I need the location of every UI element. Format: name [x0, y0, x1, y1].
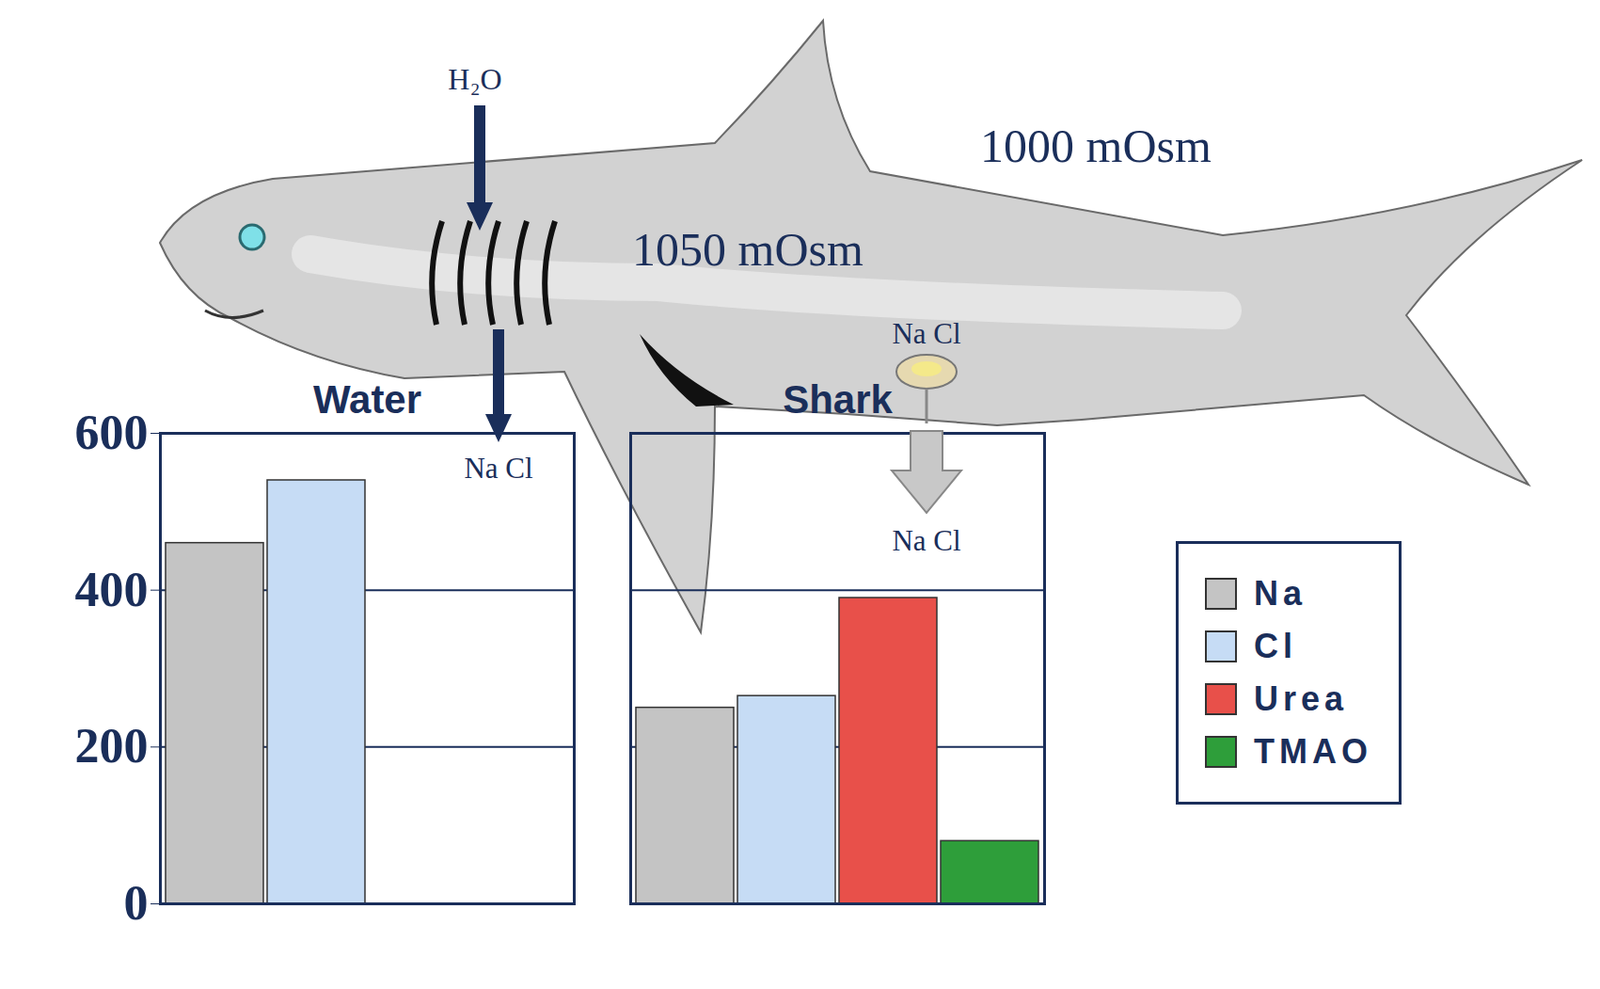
svg-text:1050 mOsm: 1050 mOsm	[632, 222, 864, 276]
svg-text:Na Cl: Na Cl	[891, 316, 961, 350]
html-text:Na: Na	[1253, 573, 1307, 613]
svg-text:1000 mOsm: 1000 mOsm	[980, 119, 1212, 173]
svg-text:0: 0	[124, 875, 149, 930]
svg-text:200: 200	[75, 718, 149, 773]
html-text:TMAO: TMAO	[1253, 731, 1373, 771]
svg-text:Na Cl: Na Cl	[463, 451, 533, 485]
svg-text:600: 600	[75, 405, 149, 460]
svg-text:Water: Water	[313, 377, 422, 422]
html-text:Cl: Cl	[1253, 626, 1298, 666]
svg-text:H₂O: H₂O	[447, 62, 502, 96]
svg-text:Shark: Shark	[782, 377, 893, 422]
svg-text:400: 400	[75, 562, 149, 617]
svg-text:Na Cl: Na Cl	[891, 523, 961, 557]
html-text:Urea: Urea	[1253, 679, 1349, 718]
